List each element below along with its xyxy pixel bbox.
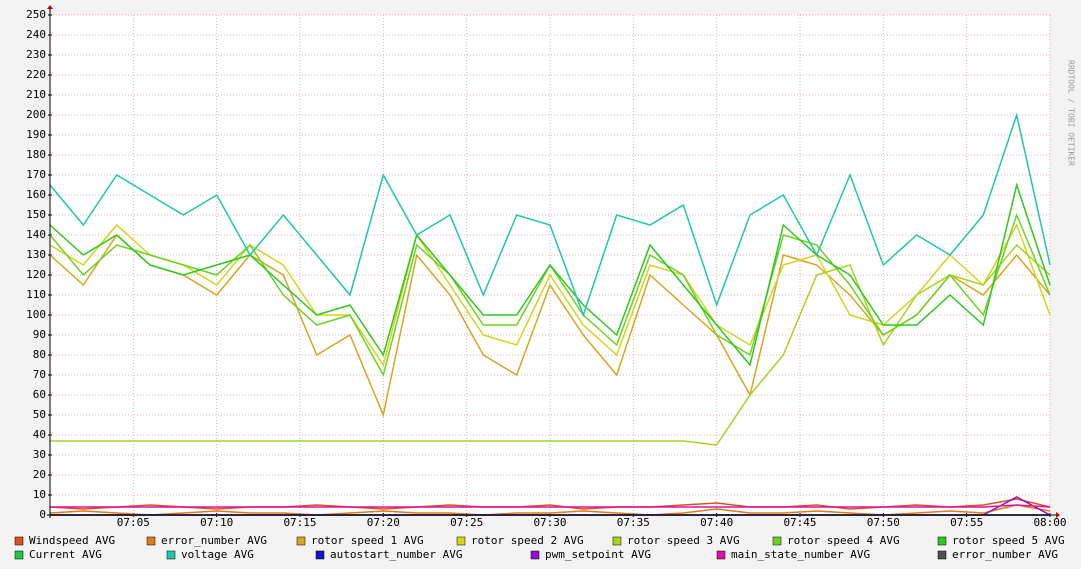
x-tick-label: 07:40 <box>700 516 733 529</box>
y-tick-label: 60 <box>33 388 46 401</box>
y-tick-label: 150 <box>26 208 46 221</box>
legend-label: rotor speed 1 AVG <box>311 534 424 547</box>
y-tick-label: 210 <box>26 88 46 101</box>
legend-label: Windspeed AVG <box>29 534 115 547</box>
x-tick-label: 07:05 <box>117 516 150 529</box>
y-tick-label: 160 <box>26 188 46 201</box>
legend-swatch <box>14 550 24 560</box>
legend-swatch <box>530 550 540 560</box>
legend-label: voltage AVG <box>181 548 254 561</box>
y-tick-label: 230 <box>26 48 46 61</box>
legend-swatch <box>146 536 156 546</box>
x-tick-label: 07:55 <box>950 516 983 529</box>
x-tick-label: 07:20 <box>367 516 400 529</box>
legend-label: error_number AVG <box>952 548 1058 561</box>
x-axis-arrow <box>1056 512 1060 518</box>
legend-swatch <box>772 536 782 546</box>
y-tick-label: 130 <box>26 248 46 261</box>
watermark: RRDTOOL / TOBI OETIKER <box>1067 60 1076 166</box>
legend-swatch <box>166 550 176 560</box>
x-tick-label: 07:25 <box>450 516 483 529</box>
y-tick-label: 250 <box>26 8 46 21</box>
legend-label: main_state_number AVG <box>731 548 870 561</box>
x-tick-label: 08:00 <box>1033 516 1066 529</box>
series-line <box>50 243 1051 446</box>
series-line <box>49 112 1051 318</box>
series-line <box>49 182 1051 367</box>
y-tick-label: 220 <box>26 68 46 81</box>
legend-label: pwm_setpoint AVG <box>545 548 651 561</box>
legend-swatch <box>937 550 947 560</box>
y-tick-label: 80 <box>33 348 46 361</box>
y-tick-label: 40 <box>33 428 46 441</box>
y-tick-label: 110 <box>26 288 46 301</box>
legend-label: rotor speed 5 AVG <box>952 534 1065 547</box>
y-axis-arrow <box>47 5 53 9</box>
legend-swatch <box>612 536 622 546</box>
legend-swatch <box>937 536 947 546</box>
series-line <box>50 504 1051 508</box>
y-tick-label: 180 <box>26 148 46 161</box>
y-tick-label: 90 <box>33 328 46 341</box>
y-tick-label: 170 <box>26 168 46 181</box>
y-tick-label: 20 <box>33 468 46 481</box>
y-tick-label: 0 <box>39 508 46 521</box>
y-tick-label: 70 <box>33 368 46 381</box>
legend-label: error_number AVG <box>161 534 267 547</box>
x-tick-label: 07:30 <box>533 516 566 529</box>
legend-label: rotor speed 2 AVG <box>471 534 584 547</box>
y-tick-label: 50 <box>33 408 46 421</box>
x-tick-label: 07:15 <box>283 516 316 529</box>
x-tick-label: 07:10 <box>200 516 233 529</box>
legend-label: Current AVG <box>29 548 102 561</box>
legend-swatch <box>296 536 306 546</box>
x-tick-label: 07:45 <box>783 516 816 529</box>
y-tick-label: 10 <box>33 488 46 501</box>
legend-swatch <box>315 550 325 560</box>
legend-label: autostart_number AVG <box>330 548 462 561</box>
y-tick-label: 190 <box>26 128 46 141</box>
legend-label: rotor speed 4 AVG <box>787 534 900 547</box>
legend-swatch <box>456 536 466 546</box>
y-tick-label: 200 <box>26 108 46 121</box>
x-tick-label: 07:50 <box>867 516 900 529</box>
y-tick-label: 140 <box>26 228 46 241</box>
x-tick-label: 07:35 <box>617 516 650 529</box>
y-tick-label: 30 <box>33 448 46 461</box>
legend-swatch <box>716 550 726 560</box>
legend-swatch <box>14 536 24 546</box>
legend-label: rotor speed 3 AVG <box>627 534 740 547</box>
y-tick-label: 100 <box>26 308 46 321</box>
y-tick-label: 120 <box>26 268 46 281</box>
y-tick-label: 240 <box>26 28 46 41</box>
